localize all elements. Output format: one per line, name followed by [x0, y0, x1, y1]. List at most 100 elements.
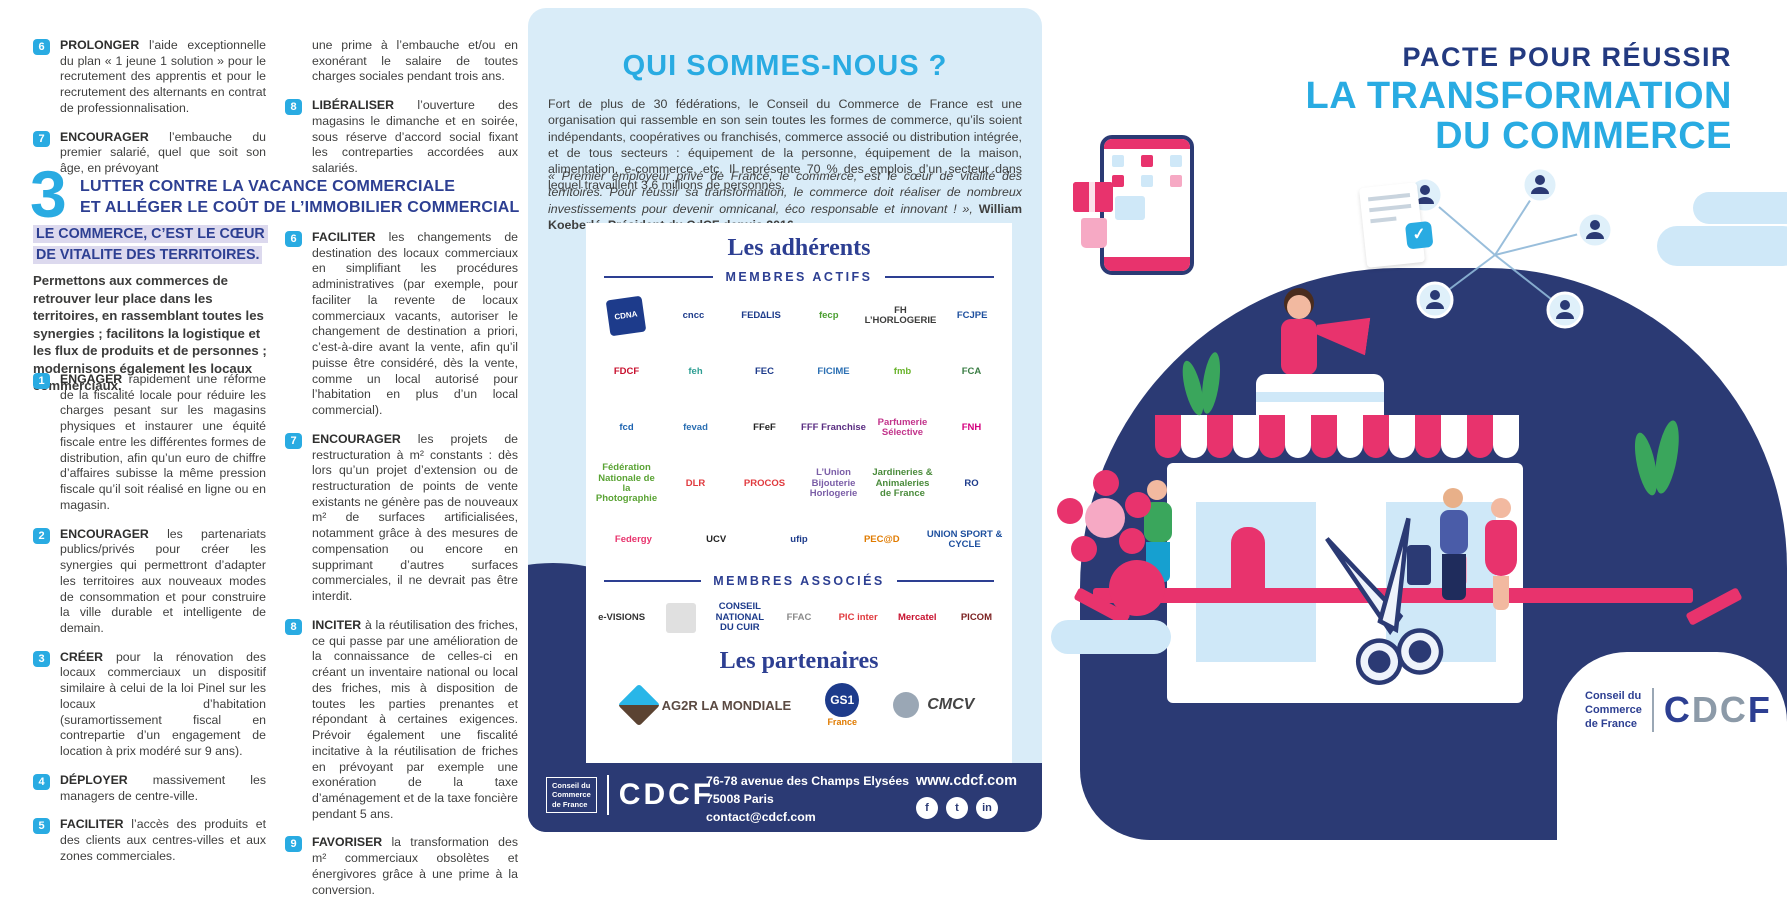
- awning-stripe: [1441, 415, 1467, 458]
- member-logo: RO: [937, 454, 1006, 514]
- item-keyword: DÉPLOYER: [60, 772, 153, 787]
- left-panel: 6 PROLONGER l’aide exceptionnelle du plan…: [0, 0, 525, 897]
- check-icon: ✓: [1404, 220, 1434, 250]
- member-logo: feh: [661, 342, 730, 402]
- who-are-we-heading: QUI SOMMES-NOUS ?: [622, 50, 948, 82]
- measure-item: 6 PROLONGER l’aide exceptionnelle du plan…: [33, 38, 266, 117]
- partner-gs1: GS1 France: [825, 683, 860, 727]
- flower-small: [1109, 560, 1165, 616]
- president-quote: « Premier employeur privé de France, le …: [548, 169, 1022, 232]
- member-logo-label: fcd: [619, 421, 634, 433]
- item-keyword: CRÉER: [60, 649, 116, 664]
- member-logo: FFF Franchise: [799, 398, 868, 458]
- members-card: Les adhérents MEMBRES ACTIFS CDNA cncc FED…: [586, 223, 1012, 763]
- item-keyword: LIBÉRALISER: [312, 98, 418, 113]
- cloud-shape: [1693, 192, 1787, 224]
- member-logo: DLR: [661, 454, 730, 514]
- measure-item: une prime à l’embauche et/ou en exonéran…: [312, 38, 518, 84]
- measure-item: 4 DÉPLOYER massivement les managers de ce…: [33, 773, 266, 804]
- member-logo: fmb: [868, 342, 937, 402]
- measure-item: 8 INCITER à la réutilisation des friches,…: [285, 618, 518, 823]
- brand-acronym: CDCF: [1663, 689, 1772, 730]
- member-logo: fecp: [795, 286, 863, 346]
- measures-list-6-9: 6 FACILITER les changements de destinatio…: [285, 230, 518, 911]
- section-title: LUTTER CONTRE LA VACANCE COMMERCIALE ET …: [80, 177, 520, 219]
- member-logo: Fédération Nationale de la Photographie: [592, 454, 661, 514]
- woman-head: [1287, 295, 1311, 319]
- logo-row: fcd fevad FFeF FFF Franchise Parfumerie Séle…: [586, 400, 1012, 456]
- item-number-badge: 1: [33, 373, 50, 389]
- membres-associes-label: MEMBRES ASSOCIÉS: [713, 574, 885, 588]
- linkedin-icon[interactable]: in: [976, 797, 998, 819]
- awning-stripe: [1207, 415, 1233, 458]
- member-logo: CDNA: [592, 286, 660, 346]
- member-logo: FED∆LIS: [727, 286, 795, 346]
- cloud-shape-left: [1051, 620, 1171, 654]
- membres-actifs-divider: MEMBRES ACTIFS: [604, 270, 995, 284]
- partner-cmcv: CMCV: [893, 692, 974, 718]
- item-keyword: FACILITER: [312, 230, 389, 244]
- woman-body: [1281, 319, 1317, 375]
- member-logo-label: UCV: [706, 533, 727, 545]
- member-logo-label: Parfumerie Sélective: [877, 416, 928, 438]
- member-logo-label: FCJPE: [956, 309, 988, 321]
- middle-footer: Conseil du Commerce de France CDCF 76-78…: [528, 763, 1042, 832]
- facebook-icon[interactable]: f: [916, 797, 938, 819]
- footer-address: 76-78 avenue des Champs Elysées 75008 Pa…: [706, 773, 909, 826]
- awning-stripe: [1233, 415, 1259, 458]
- pact-title-line3: DU COMMERCE: [1435, 114, 1732, 157]
- member-logo: UNION SPORT & CYCLE: [923, 510, 1006, 570]
- member-logo: FEC: [730, 342, 799, 402]
- member-logo-label: CONSEIL NATIONAL DU CUIR: [715, 601, 765, 634]
- measure-item: 3 CRÉER pour la rénovation des locaux com…: [33, 650, 266, 760]
- website-link[interactable]: www.cdcf.com: [916, 773, 1017, 789]
- gs1-sub: France: [827, 717, 857, 727]
- pact-title-line1: PACTE POUR RÉUSSIR: [1402, 42, 1732, 72]
- item-number-badge: 6: [285, 231, 302, 247]
- right-panel: PACTE POUR RÉUSSIR LA TRANSFORMATION DU …: [1045, 0, 1787, 840]
- member-logo-label: fecp: [818, 309, 839, 321]
- item-number-badge: 9: [285, 836, 302, 853]
- gs1-circle-icon: GS1: [825, 683, 860, 717]
- measure-item: 5 FACILITER l’accès des produits et des c…: [33, 817, 266, 864]
- member-logo-label: Fédération Nationale de la Photographie: [595, 462, 658, 505]
- member-logo: PEC@D: [840, 510, 923, 570]
- shopping-bag-icon: [1081, 218, 1107, 248]
- member-logo: Federgy: [592, 510, 675, 570]
- pact-title-line2: LA TRANSFORMATION: [1305, 75, 1732, 117]
- avatar-icon: [1546, 291, 1584, 329]
- item-number-badge: 5: [33, 818, 50, 835]
- gift-box-icon: [1089, 182, 1095, 212]
- awning-stripe: [1155, 415, 1181, 458]
- partners-row: AG2R LA MONDIALE GS1 France CMCV: [586, 683, 1012, 727]
- gift-box-icon-small: [1115, 196, 1145, 220]
- logo-row: CDNA cncc FED∆LIS fecp FH L’HORLOGERIE FCJPE: [586, 288, 1012, 344]
- member-logo-label: Federgy: [614, 533, 652, 545]
- contact-email[interactable]: contact@cdcf.com: [706, 809, 816, 824]
- member-logo-label: RO: [964, 477, 979, 489]
- twitter-icon[interactable]: t: [946, 797, 968, 819]
- intro-paragraph: Permettons aux commerces de retrouver le…: [33, 273, 267, 394]
- measures-list-top-right: une prime à l’embauche et/ou en exonéran…: [285, 38, 518, 190]
- measure-item: 2 ENCOURAGER les partenariats publics/pri…: [33, 527, 266, 637]
- partenaires-title: Les partenaires: [719, 648, 879, 674]
- measure-item: 7 ENCOURAGER les projets de restructurati…: [285, 432, 518, 605]
- member-logo-label: DLR: [685, 477, 706, 489]
- member-logo-label: FICIME: [817, 365, 850, 377]
- member-logo: [651, 588, 710, 648]
- measure-item: 1 ENGAGER rapidement une réforme de la fi…: [33, 372, 266, 514]
- footer-brand-logo: Conseil du Commerce de France CDCF: [546, 775, 714, 815]
- measures-list-top-left: 6 PROLONGER l’aide exceptionnelle du plan…: [33, 38, 266, 190]
- member-logo: Parfumerie Sélective: [868, 398, 937, 458]
- membres-actifs-label: MEMBRES ACTIFS: [725, 270, 873, 284]
- member-logo: CONSEIL NATIONAL DU CUIR: [710, 588, 769, 648]
- measure-item: 9 FAVORISER la transformation des m² comm…: [285, 835, 518, 898]
- member-logo-label: feh: [688, 365, 703, 377]
- person-right-navy: [1437, 488, 1471, 618]
- window-mannequin: [1231, 527, 1265, 597]
- section-title-line2: ET ALLÉGER LE COÛT DE L’IMMOBILIER COMME…: [80, 198, 520, 216]
- item-keyword: ENCOURAGER: [60, 129, 170, 144]
- member-logo-label: FNH: [961, 421, 982, 433]
- brand-divider-bar: [606, 775, 609, 815]
